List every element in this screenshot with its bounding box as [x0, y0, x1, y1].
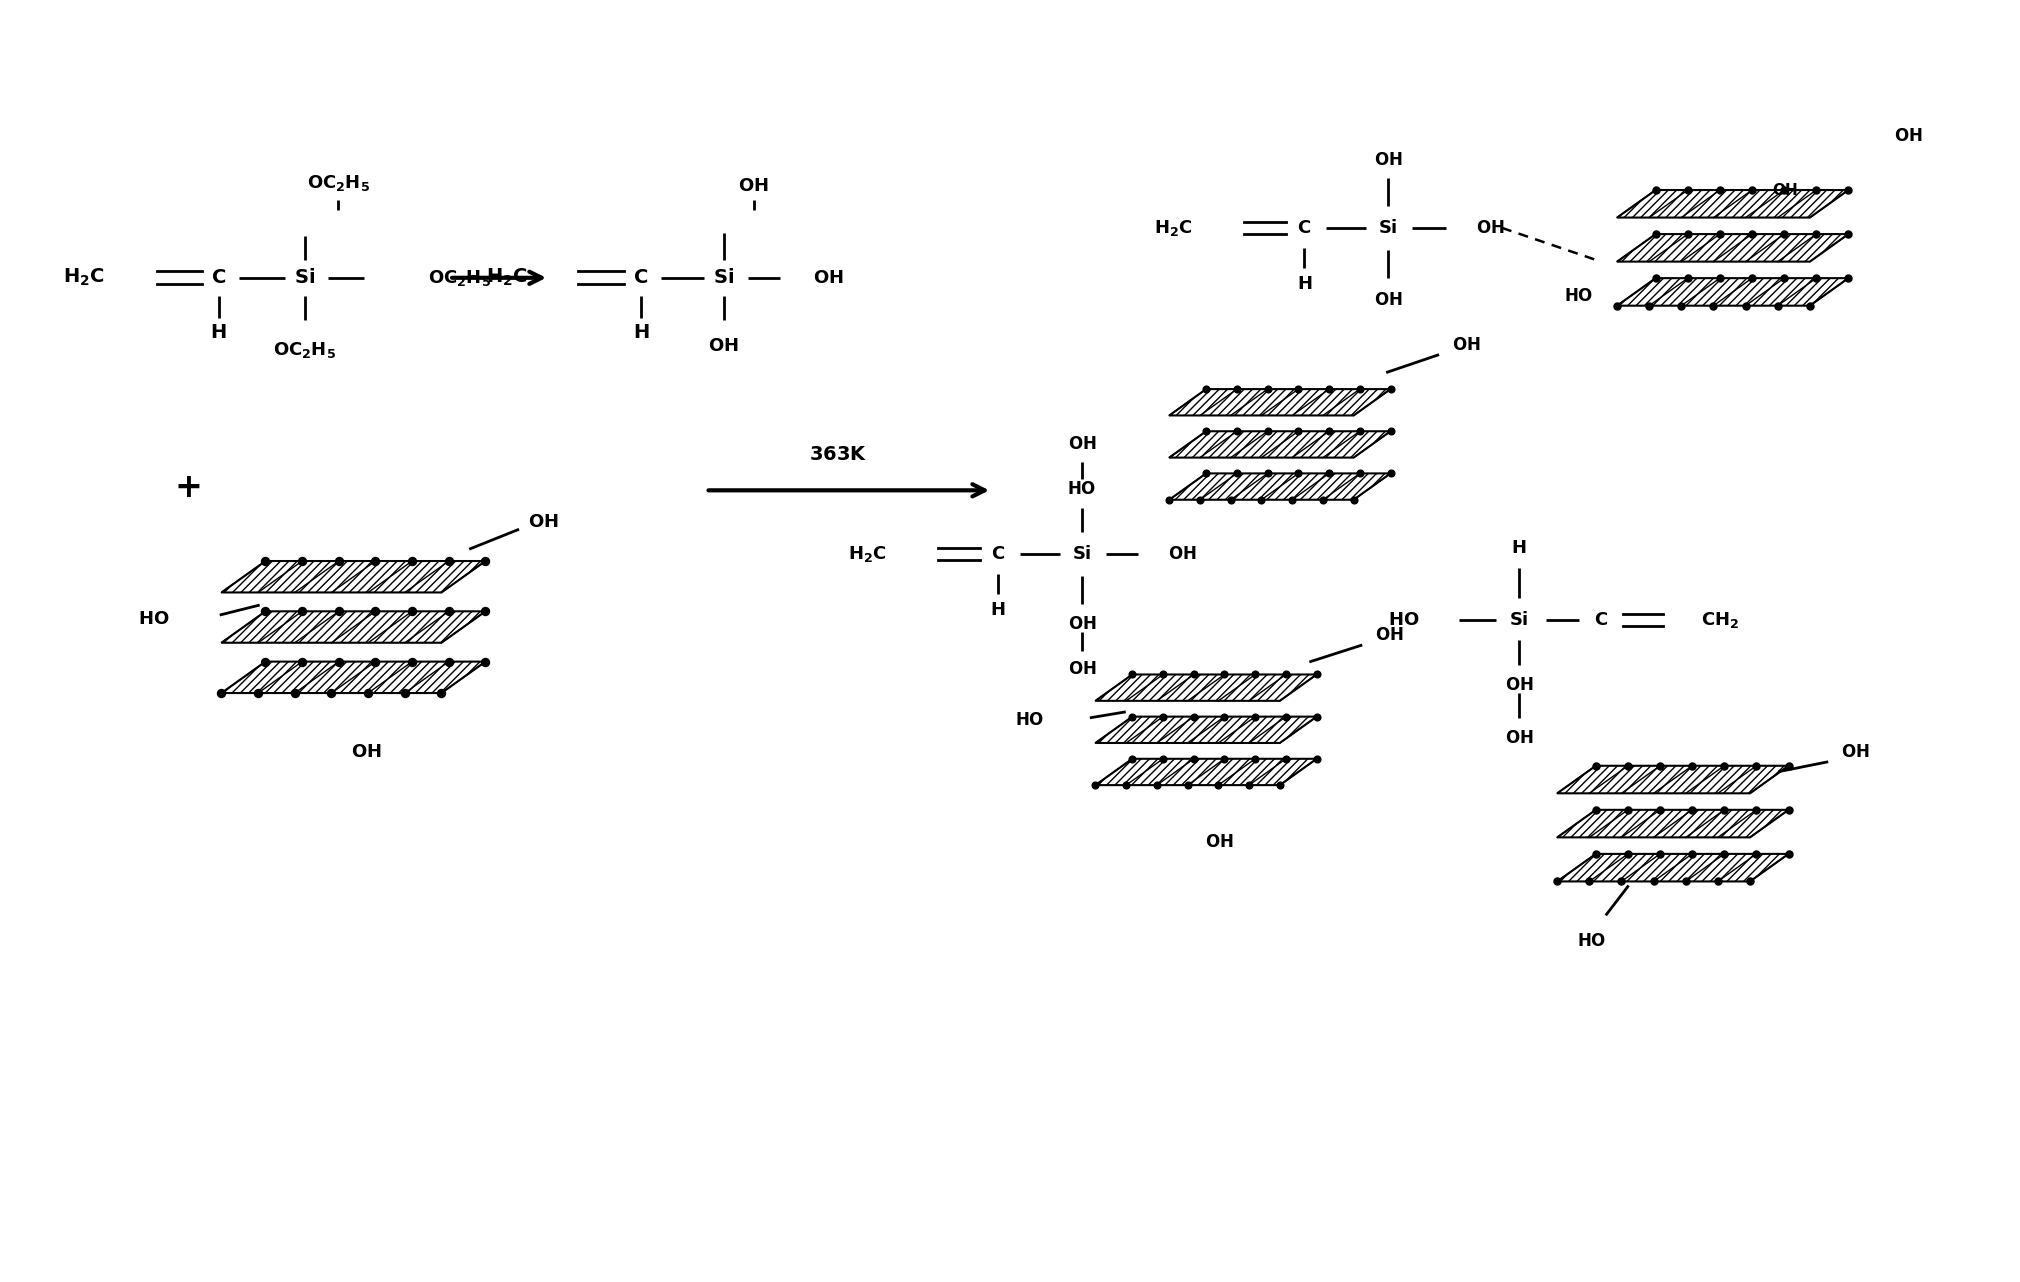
Text: $\mathregular{Si}$: $\mathregular{Si}$ — [1073, 545, 1091, 563]
Polygon shape — [1095, 759, 1317, 785]
Text: $\mathregular{OH}$: $\mathregular{OH}$ — [1206, 832, 1234, 850]
Polygon shape — [1170, 390, 1390, 415]
Polygon shape — [222, 662, 485, 694]
Text: $\mathregular{H_2C}$: $\mathregular{H_2C}$ — [848, 544, 887, 564]
Text: $\mathregular{363K}$: $\mathregular{363K}$ — [810, 445, 867, 464]
Polygon shape — [1618, 278, 1848, 305]
Polygon shape — [1557, 765, 1788, 794]
Text: $\mathregular{HO}$: $\mathregular{HO}$ — [1067, 481, 1097, 499]
Text: $\mathregular{H}$: $\mathregular{H}$ — [210, 323, 226, 342]
Text: $\mathregular{OH}$: $\mathregular{OH}$ — [1895, 127, 1923, 145]
Text: $\mathregular{OH}$: $\mathregular{OH}$ — [737, 177, 770, 195]
Text: $\mathregular{HO}$: $\mathregular{HO}$ — [1578, 932, 1606, 950]
Text: $\mathregular{OH}$: $\mathregular{OH}$ — [1772, 182, 1798, 197]
Text: $\mathregular{C}$: $\mathregular{C}$ — [1594, 612, 1608, 629]
Text: $\mathregular{OH}$: $\mathregular{OH}$ — [527, 513, 558, 531]
Text: $\mathregular{C}$: $\mathregular{C}$ — [212, 268, 226, 287]
Text: $\mathregular{C}$: $\mathregular{C}$ — [1297, 219, 1311, 237]
Text: $\mathregular{H}$: $\mathregular{H}$ — [1297, 274, 1313, 292]
Polygon shape — [1557, 854, 1788, 882]
Text: $\mathregular{CH_2}$: $\mathregular{CH_2}$ — [1701, 610, 1739, 629]
Text: $\mathregular{HO}$: $\mathregular{HO}$ — [1388, 612, 1420, 629]
Polygon shape — [1618, 190, 1848, 218]
Text: $\mathregular{OH}$: $\mathregular{OH}$ — [1505, 676, 1533, 694]
Polygon shape — [1095, 674, 1317, 701]
Text: $\mathregular{Si}$: $\mathregular{Si}$ — [713, 268, 733, 287]
Text: $\mathregular{OH}$: $\mathregular{OH}$ — [1069, 615, 1097, 633]
Text: $\mathregular{H}$: $\mathregular{H}$ — [632, 323, 648, 342]
Text: $\mathregular{OC_2H_5}$: $\mathregular{OC_2H_5}$ — [428, 268, 491, 287]
Text: $\mathregular{Si}$: $\mathregular{Si}$ — [295, 268, 315, 287]
Polygon shape — [1170, 431, 1390, 458]
Text: $\mathregular{OH}$: $\mathregular{OH}$ — [1376, 626, 1404, 644]
Polygon shape — [1095, 717, 1317, 744]
Polygon shape — [222, 612, 485, 642]
Text: $\mathregular{OH}$: $\mathregular{OH}$ — [1069, 436, 1097, 454]
Text: $\mathregular{OH}$: $\mathregular{OH}$ — [1168, 545, 1196, 563]
Text: $\mathregular{C}$: $\mathregular{C}$ — [992, 545, 1006, 563]
Text: $\mathregular{OH}$: $\mathregular{OH}$ — [1069, 660, 1097, 678]
Polygon shape — [1618, 235, 1848, 262]
Text: $\mathregular{OH}$: $\mathregular{OH}$ — [1477, 219, 1505, 237]
Text: $\mathregular{H}$: $\mathregular{H}$ — [990, 601, 1006, 619]
Text: $\mathregular{OH}$: $\mathregular{OH}$ — [1505, 728, 1533, 747]
Text: $\mathregular{HO}$: $\mathregular{HO}$ — [1016, 710, 1044, 729]
Text: $\mathregular{C}$: $\mathregular{C}$ — [632, 268, 648, 287]
Polygon shape — [1170, 473, 1390, 500]
Text: $\mathregular{+}$: $\mathregular{+}$ — [174, 470, 200, 504]
Text: $\mathregular{OH}$: $\mathregular{OH}$ — [1452, 336, 1481, 354]
Polygon shape — [222, 562, 485, 592]
Text: $\mathregular{HO}$: $\mathregular{HO}$ — [137, 610, 170, 628]
Text: $\mathregular{OC_2H_5}$: $\mathregular{OC_2H_5}$ — [307, 173, 370, 194]
Text: $\mathregular{Si}$: $\mathregular{Si}$ — [1509, 612, 1529, 629]
Text: $\mathregular{OH}$: $\mathregular{OH}$ — [1374, 291, 1402, 309]
Text: $\mathregular{H_2C}$: $\mathregular{H_2C}$ — [1153, 218, 1192, 238]
Text: $\mathregular{H}$: $\mathregular{H}$ — [1511, 540, 1527, 558]
Text: $\mathregular{OC_2H_5}$: $\mathregular{OC_2H_5}$ — [273, 340, 335, 360]
Text: $\mathregular{Si}$: $\mathregular{Si}$ — [1378, 219, 1398, 237]
Text: $\mathregular{H_2C}$: $\mathregular{H_2C}$ — [487, 267, 527, 288]
Text: $\mathregular{OH}$: $\mathregular{OH}$ — [351, 742, 382, 760]
Text: $\mathregular{OH}$: $\mathregular{OH}$ — [814, 269, 844, 287]
Text: $\mathregular{OH}$: $\mathregular{OH}$ — [1374, 151, 1402, 169]
Text: $\mathregular{HO}$: $\mathregular{HO}$ — [1563, 287, 1594, 305]
Text: $\mathregular{OH}$: $\mathregular{OH}$ — [709, 337, 739, 355]
Text: $\mathregular{OH}$: $\mathregular{OH}$ — [1840, 742, 1868, 760]
Polygon shape — [1557, 810, 1788, 837]
Text: $\mathregular{H_2C}$: $\mathregular{H_2C}$ — [63, 267, 105, 288]
